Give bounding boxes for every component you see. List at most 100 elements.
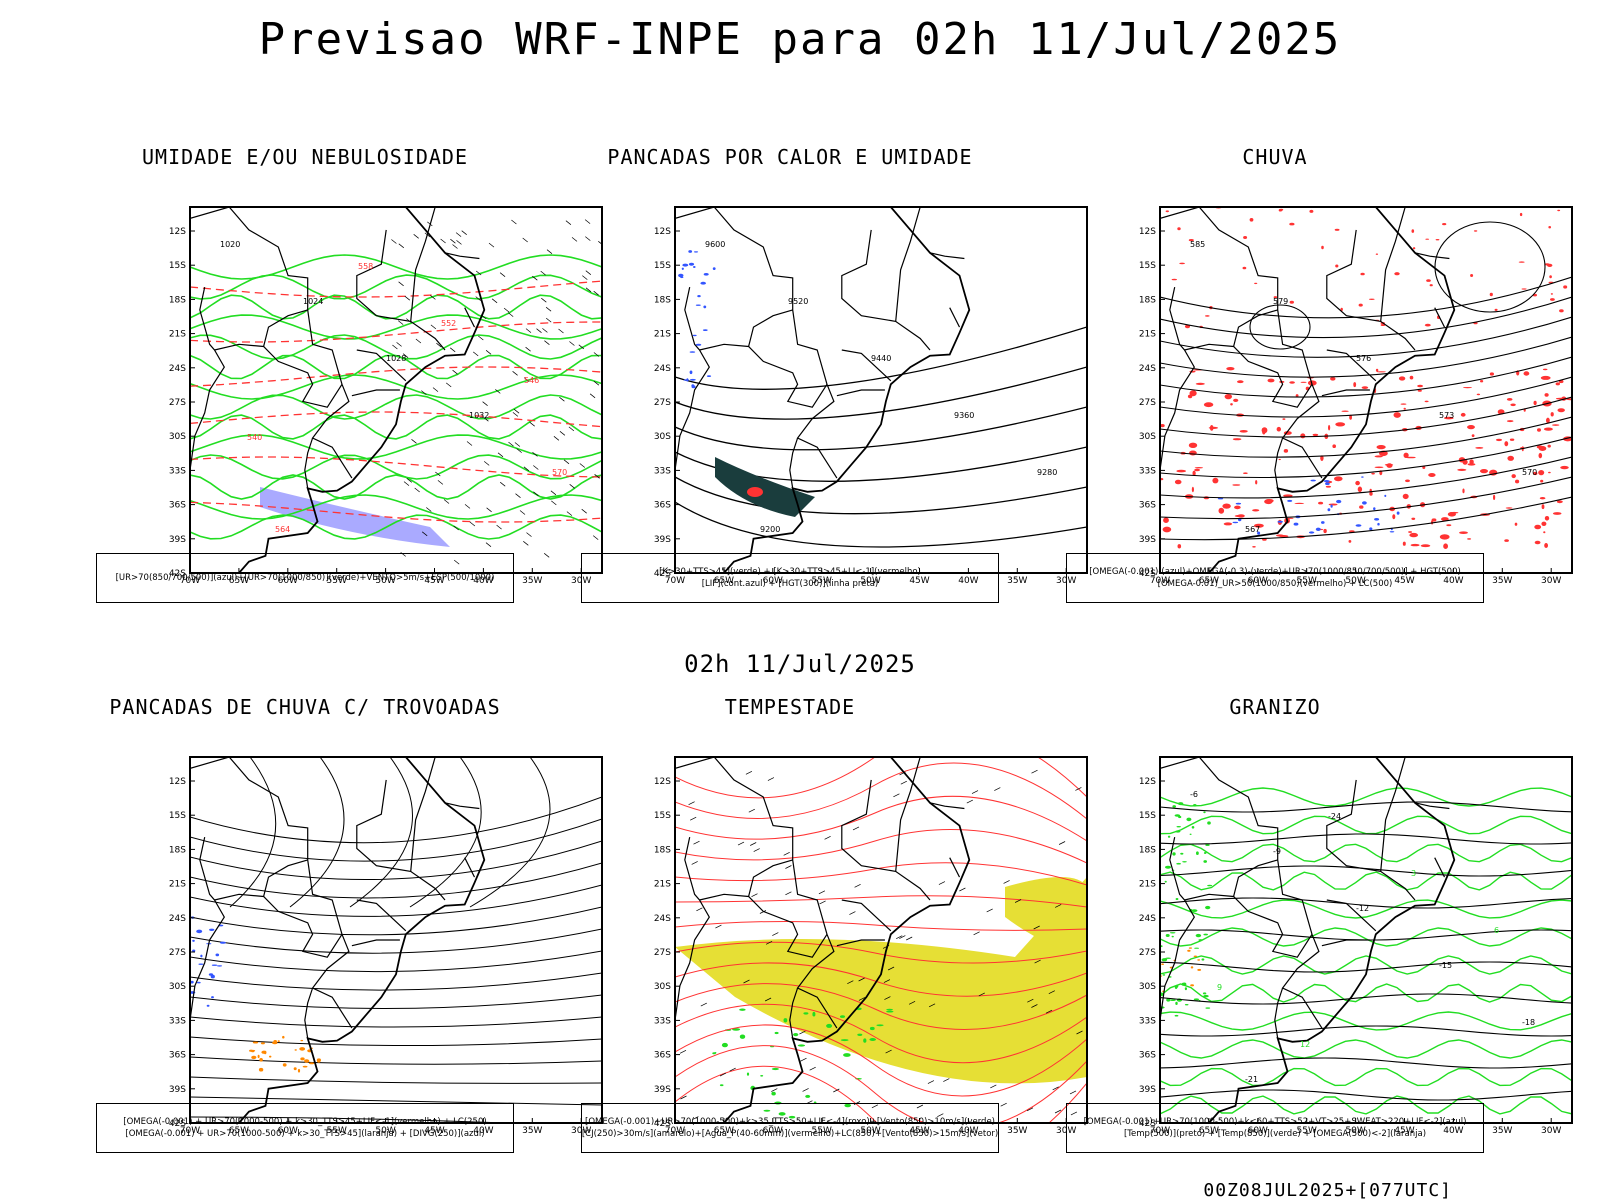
convection-area — [269, 1055, 272, 1058]
wind-vector — [511, 219, 517, 225]
omega-area — [1277, 520, 1283, 523]
rain-area — [1417, 384, 1423, 388]
legend-line: [OMEGA(-0.001)-(azul)+OMEGA(-0.3)-(verde… — [1089, 567, 1461, 577]
rain-area — [1473, 230, 1478, 232]
rain-area — [1521, 288, 1527, 290]
wind-vector — [579, 463, 586, 468]
panel-trovoadas: PANCADAS DE CHUVA C/ TROVOADAS 12S 15S 18S… — [95, 695, 603, 1155]
wind-vector — [743, 979, 750, 984]
wind-area — [812, 1011, 816, 1017]
rain-area — [1556, 500, 1563, 504]
wind-area — [778, 1112, 786, 1116]
country-border — [464, 307, 476, 328]
omega-area — [1369, 527, 1373, 531]
lif-contour — [689, 351, 696, 353]
wind-vector — [990, 1084, 997, 1089]
streamline — [469, 757, 551, 908]
rain-area — [1403, 452, 1409, 458]
wind-vector — [871, 1104, 879, 1109]
rain-area — [1459, 531, 1468, 534]
map-legend: [OMEGA(-0.001)-(azul)+OMEGA(-0.3)-(verde… — [1066, 553, 1484, 603]
country-border — [1414, 802, 1450, 810]
wind-vector — [847, 980, 854, 985]
model-run-label: 00Z08JUL2025+[077UTC] — [1203, 1180, 1452, 1201]
wind-vector — [1055, 904, 1062, 908]
temp850-contour — [1182, 861, 1187, 863]
lon-tick-label: 70W — [180, 576, 200, 586]
humidity-contour — [190, 494, 602, 520]
divergence-area — [206, 1004, 210, 1007]
omega-area — [1232, 521, 1239, 524]
rain-area — [1376, 445, 1386, 450]
wind-vector — [526, 532, 532, 537]
temp850-contour — [1175, 1001, 1178, 1005]
rain-area — [1203, 402, 1214, 408]
country-border — [1326, 349, 1377, 382]
temp850-contour — [1170, 999, 1176, 1001]
wind-vector — [491, 298, 498, 304]
lif-contour — [681, 267, 684, 270]
rain-area — [1371, 472, 1375, 475]
wind-vector — [565, 220, 572, 225]
streamline — [1160, 336, 1572, 378]
lat-tick-label: 36S — [169, 1051, 186, 1061]
rain-area — [1467, 538, 1472, 540]
country-border — [444, 802, 480, 810]
wind-vector — [1003, 880, 1010, 884]
rain-area — [1463, 387, 1472, 389]
temp850-contour — [1160, 1011, 1572, 1031]
streamline — [675, 1024, 1087, 1097]
rain-area — [1493, 494, 1496, 500]
rain-area — [1523, 371, 1530, 376]
humidity-contour — [190, 474, 602, 500]
rain-area — [1349, 414, 1352, 420]
wind-vector — [485, 350, 492, 355]
legend-line: [LIF](cont.azul) + [HGT(300)](linha pret… — [701, 579, 879, 589]
rain-area — [1424, 400, 1429, 403]
legend-line: [UR>70(850/700/500)](azul)+[UR>70(1000/8… — [115, 573, 495, 583]
rain-area — [1232, 438, 1242, 441]
country-border — [304, 987, 314, 1039]
country-border — [1380, 207, 1406, 322]
omega-area — [1197, 968, 1202, 971]
wind-vector — [497, 452, 504, 458]
wind-vector — [512, 412, 519, 417]
temp850-contour — [1207, 821, 1211, 825]
country-border — [949, 857, 961, 878]
streamline — [190, 1016, 602, 1028]
omega-area — [1327, 508, 1331, 512]
lon-tick-label: 30W — [1541, 576, 1561, 586]
lon-tick-label: 65W — [229, 576, 249, 586]
country-border — [748, 859, 793, 897]
wind-vector — [928, 1003, 936, 1008]
country-border — [1160, 757, 1323, 1029]
streamline — [675, 962, 1087, 997]
streamline — [1160, 296, 1572, 339]
legend-line: [Temp(500)](preto) + [Temp(850)](verde) … — [1123, 1129, 1427, 1139]
wind-vector — [785, 865, 792, 869]
rain-area — [1544, 516, 1550, 521]
wind-vector — [585, 287, 592, 293]
rain-area — [1534, 524, 1542, 530]
wind-vector — [450, 238, 456, 244]
wind-area — [857, 1033, 863, 1036]
rain-area — [1212, 477, 1219, 484]
rain-area — [1411, 229, 1415, 233]
country-border — [214, 343, 343, 408]
wind-vector — [767, 777, 775, 781]
omega-area — [1193, 955, 1198, 958]
streamline — [190, 906, 602, 936]
lat-tick-label: 42S — [654, 1119, 671, 1129]
wind-vector — [715, 924, 722, 929]
country-border — [675, 757, 838, 1029]
wind-vector — [745, 770, 753, 775]
wind-vector — [533, 465, 539, 470]
lat-tick-label: 30S — [654, 432, 671, 442]
lon-tick-label: 60W — [278, 576, 298, 586]
rain-area — [1467, 425, 1475, 430]
lon-tick-label: 60W — [1248, 1126, 1268, 1136]
lat-tick-label: 33S — [169, 1016, 186, 1026]
lat-tick-label: 12S — [1139, 227, 1156, 237]
rain-area — [1403, 407, 1406, 410]
rain-area — [1360, 272, 1365, 276]
